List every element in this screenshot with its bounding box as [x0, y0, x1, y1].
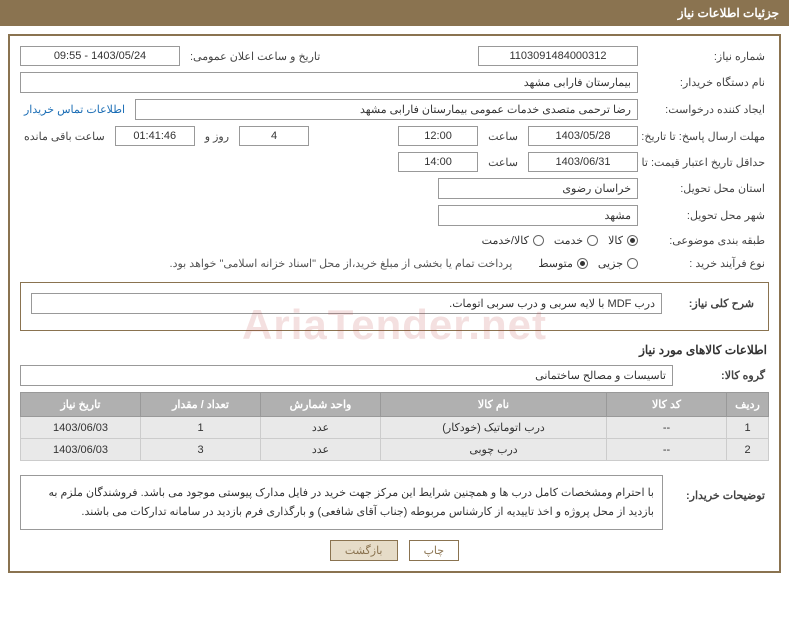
requester-label: ایجاد کننده درخواست: — [644, 101, 769, 118]
row-city: شهر محل تحویل: مشهد — [20, 205, 769, 226]
row-need-no: شماره نیاز: 1103091484000312 تاریخ و ساع… — [20, 46, 769, 66]
row-category: طبقه بندی موضوعی: کالا خدمت کالا/خدمت — [20, 232, 769, 249]
cell-name: درب چوبی — [381, 439, 607, 461]
radio-khadamat[interactable]: خدمت — [554, 234, 598, 247]
goods-section-title: اطلاعات کالاهای مورد نیاز — [22, 343, 767, 357]
th-unit: واحد شمارش — [261, 393, 381, 417]
overview-label: شرح کلی نیاز: — [668, 295, 758, 312]
radio-both-label: کالا/خدمت — [482, 234, 529, 247]
requester-value: رضا ترحمی متصدی خدمات عمومی بیمارستان فا… — [135, 99, 638, 120]
radio-medium-label: متوسط — [538, 257, 573, 270]
cell-qty: 1 — [141, 417, 261, 439]
th-qty: تعداد / مقدار — [141, 393, 261, 417]
radio-kala-icon — [627, 235, 638, 246]
overview-value: درب MDF با لایه سربی و درب سربی اتومات. — [31, 293, 662, 314]
row-process: نوع فرآیند خرید : جزیی متوسط پرداخت تمام… — [20, 255, 769, 272]
row-buyer: نام دستگاه خریدار: بیمارستان فارابی مشهد — [20, 72, 769, 93]
radio-kala[interactable]: کالا — [608, 234, 638, 247]
hour-label-1: ساعت — [484, 128, 522, 145]
announce-label: تاریخ و ساعت اعلان عمومی: — [186, 48, 324, 65]
description-text: با احترام ومشخصات کامل درب ها و همچنین ش… — [20, 475, 663, 530]
group-label: گروه کالا: — [679, 367, 769, 384]
row-province: استان محل تحویل: خراسان رضوی — [20, 178, 769, 199]
validity-label: حداقل تاریخ اعتبار قیمت: تا تاریخ: — [644, 154, 769, 171]
cell-name: درب اتوماتیک (خودکار) — [381, 417, 607, 439]
cell-qty: 3 — [141, 439, 261, 461]
page-title: جزئیات اطلاعات نیاز — [678, 6, 779, 20]
radio-khadamat-icon — [587, 235, 598, 246]
row-validity: حداقل تاریخ اعتبار قیمت: تا تاریخ: 1403/… — [20, 152, 769, 172]
deadline-label: مهلت ارسال پاسخ: تا تاریخ: — [644, 128, 769, 145]
radio-khadamat-label: خدمت — [554, 234, 583, 247]
category-radio-group: کالا خدمت کالا/خدمت — [482, 234, 638, 247]
buyer-label: نام دستگاه خریدار: — [644, 74, 769, 91]
main-panel: AriaTender.net شماره نیاز: 1103091484000… — [8, 34, 781, 573]
validity-hour: 14:00 — [398, 152, 478, 172]
back-button[interactable]: بازگشت — [330, 540, 398, 561]
cell-unit: عدد — [261, 417, 381, 439]
radio-small[interactable]: جزیی — [598, 257, 638, 270]
radio-both-icon — [533, 235, 544, 246]
radio-medium[interactable]: متوسط — [538, 257, 588, 270]
validity-date: 1403/06/31 — [528, 152, 638, 172]
process-radio-group: جزیی متوسط — [538, 257, 638, 270]
row-deadline: مهلت ارسال پاسخ: تا تاریخ: 1403/05/28 سا… — [20, 126, 769, 146]
remaining-label: ساعت باقی مانده — [20, 128, 109, 145]
table-row: 2 -- درب چوبی عدد 3 1403/06/03 — [21, 439, 769, 461]
announce-value: 1403/05/24 - 09:55 — [20, 46, 180, 66]
cell-code: -- — [607, 439, 727, 461]
city-label: شهر محل تحویل: — [644, 207, 769, 224]
radio-medium-icon — [577, 258, 588, 269]
need-no-value: 1103091484000312 — [478, 46, 638, 66]
row-group: گروه کالا: تاسیسات و مصالح ساختمانی — [20, 365, 769, 386]
row-description: توضیحات خریدار: با احترام ومشخصات کامل د… — [20, 469, 769, 530]
cell-code: -- — [607, 417, 727, 439]
radio-both[interactable]: کالا/خدمت — [482, 234, 544, 247]
cell-date: 1403/06/03 — [21, 417, 141, 439]
category-label: طبقه بندی موضوعی: — [644, 232, 769, 249]
overview-panel: شرح کلی نیاز: درب MDF با لایه سربی و درب… — [20, 282, 769, 331]
th-code: کد کالا — [607, 393, 727, 417]
radio-kala-label: کالا — [608, 234, 623, 247]
th-name: نام کالا — [381, 393, 607, 417]
province-value: خراسان رضوی — [438, 178, 638, 199]
cell-row: 1 — [727, 417, 769, 439]
description-label: توضیحات خریدار: — [669, 469, 769, 504]
page-header: جزئیات اطلاعات نیاز — [0, 0, 789, 26]
row-requester: ایجاد کننده درخواست: رضا ترحمی متصدی خدم… — [20, 99, 769, 120]
cell-date: 1403/06/03 — [21, 439, 141, 461]
row-overview: شرح کلی نیاز: درب MDF با لایه سربی و درب… — [31, 293, 758, 314]
countdown: 01:41:46 — [115, 126, 195, 146]
button-row: چاپ بازگشت — [20, 540, 769, 561]
need-no-label: شماره نیاز: — [644, 48, 769, 65]
hour-label-2: ساعت — [484, 154, 522, 171]
print-button[interactable]: چاپ — [409, 540, 460, 561]
process-note: پرداخت تمام یا بخشی از مبلغ خرید،از محل … — [170, 257, 513, 270]
process-label: نوع فرآیند خرید : — [644, 255, 769, 272]
days-label: روز و — [201, 128, 233, 145]
radio-small-label: جزیی — [598, 257, 623, 270]
days-remaining: 4 — [239, 126, 309, 146]
th-row: ردیف — [727, 393, 769, 417]
goods-table: ردیف کد کالا نام کالا واحد شمارش تعداد /… — [20, 392, 769, 461]
group-value: تاسیسات و مصالح ساختمانی — [20, 365, 673, 386]
deadline-date: 1403/05/28 — [528, 126, 638, 146]
province-label: استان محل تحویل: — [644, 180, 769, 197]
buyer-value: بیمارستان فارابی مشهد — [20, 72, 638, 93]
radio-small-icon — [627, 258, 638, 269]
deadline-hour: 12:00 — [398, 126, 478, 146]
cell-unit: عدد — [261, 439, 381, 461]
th-date: تاریخ نیاز — [21, 393, 141, 417]
city-value: مشهد — [438, 205, 638, 226]
contact-link[interactable]: اطلاعات تماس خریدار — [20, 101, 129, 118]
table-header-row: ردیف کد کالا نام کالا واحد شمارش تعداد /… — [21, 393, 769, 417]
cell-row: 2 — [727, 439, 769, 461]
table-row: 1 -- درب اتوماتیک (خودکار) عدد 1 1403/06… — [21, 417, 769, 439]
